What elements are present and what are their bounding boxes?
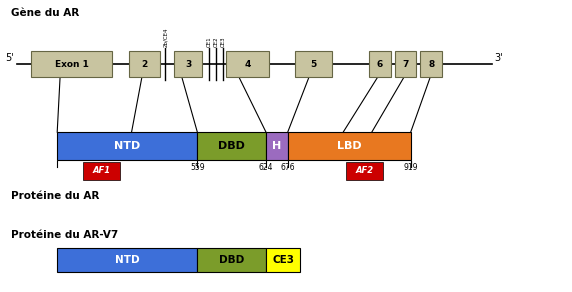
Bar: [266, 132, 288, 160]
Text: AF1: AF1: [93, 166, 110, 175]
Text: 6: 6: [377, 60, 383, 69]
Text: LBD: LBD: [337, 141, 362, 151]
Text: 5: 5: [310, 60, 316, 69]
Bar: [420, 51, 442, 77]
Bar: [369, 51, 391, 77]
Text: 3': 3': [495, 53, 503, 63]
Text: 4: 4: [244, 60, 251, 69]
Text: NTD: NTD: [114, 141, 140, 151]
Bar: [31, 51, 112, 77]
Text: CE3: CE3: [221, 36, 225, 47]
Text: DBD: DBD: [219, 255, 244, 265]
Text: 2b/CE4: 2b/CE4: [163, 27, 168, 47]
Bar: [57, 248, 197, 272]
Text: CE2: CE2: [214, 36, 219, 47]
Text: DBD: DBD: [219, 141, 245, 151]
Bar: [174, 51, 202, 77]
Text: 2: 2: [141, 60, 148, 69]
Text: Exon 1: Exon 1: [54, 60, 89, 69]
Text: CE3: CE3: [272, 255, 294, 265]
Bar: [346, 162, 383, 180]
Bar: [57, 132, 197, 160]
Text: 919: 919: [403, 163, 418, 172]
Text: H: H: [272, 141, 281, 151]
Bar: [266, 248, 300, 272]
Bar: [197, 132, 266, 160]
Bar: [83, 162, 120, 180]
Bar: [226, 51, 269, 77]
Text: 624: 624: [259, 163, 273, 172]
Text: Protéine du AR: Protéine du AR: [11, 191, 100, 201]
Bar: [129, 51, 160, 77]
Bar: [395, 51, 416, 77]
Bar: [197, 248, 266, 272]
Text: 8: 8: [428, 60, 434, 69]
Text: Gène du AR: Gène du AR: [11, 8, 80, 18]
Text: AF2: AF2: [356, 166, 374, 175]
Text: 3: 3: [185, 60, 191, 69]
Text: 676: 676: [280, 163, 295, 172]
Text: CE1: CE1: [207, 36, 212, 47]
Text: 7: 7: [402, 60, 409, 69]
Text: 5': 5': [6, 53, 14, 63]
Text: Protéine du AR-V7: Protéine du AR-V7: [11, 230, 119, 240]
Bar: [295, 51, 332, 77]
Bar: [288, 132, 411, 160]
Text: 559: 559: [190, 163, 205, 172]
Text: NTD: NTD: [115, 255, 140, 265]
